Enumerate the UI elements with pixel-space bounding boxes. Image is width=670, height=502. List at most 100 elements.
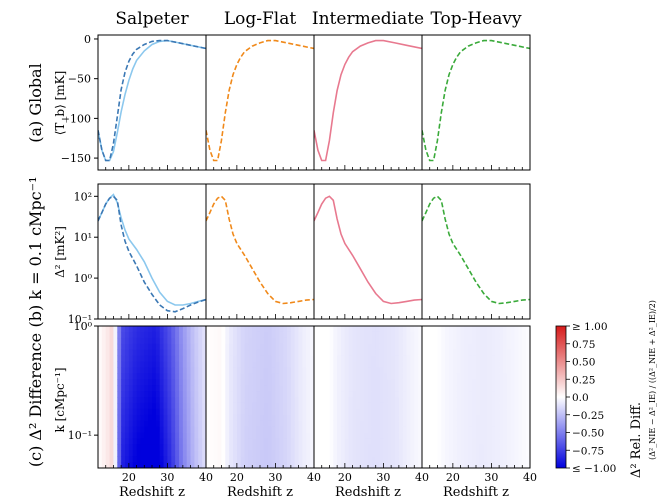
heatmap-cell — [317, 456, 323, 463]
heatmap-cell — [398, 385, 404, 392]
heatmap-cell — [449, 408, 454, 416]
heatmap-cell — [225, 408, 230, 416]
heatmap-cell — [225, 414, 230, 422]
heatmap-cell — [209, 349, 215, 356]
heatmap-cell — [171, 432, 176, 439]
heatmap-cell — [217, 432, 222, 439]
heatmap-cell — [487, 444, 492, 451]
heatmap-cell — [121, 361, 126, 368]
heatmap-cell — [155, 331, 161, 339]
heatmap-cell — [449, 385, 454, 392]
heatmap-cell — [148, 402, 153, 410]
heatmap-cell — [244, 408, 249, 416]
heatmap-cell — [371, 337, 377, 345]
heatmap-cell — [209, 355, 215, 362]
heatmap-cell — [314, 385, 319, 392]
heatmap-cell — [213, 397, 218, 404]
series-line-top-heavy-a — [422, 39, 530, 162]
heatmap-cell — [233, 391, 238, 398]
heatmap-cell — [491, 385, 496, 392]
heatmap-cell — [283, 343, 288, 351]
heatmap-cell — [217, 456, 222, 463]
heatmap-cell — [294, 450, 299, 457]
heatmap-cell — [136, 402, 141, 410]
heatmap-cell — [163, 385, 168, 392]
heatmap-cell — [344, 331, 350, 339]
heatmap-cell — [522, 337, 527, 345]
heatmap-cell — [128, 397, 134, 404]
heatmap-cell — [275, 450, 280, 457]
heatmap-cell — [159, 450, 164, 457]
heatmap-cell — [171, 385, 176, 392]
heatmap-cell — [290, 361, 296, 368]
heatmap-cell — [101, 414, 107, 422]
heatmap-cell — [298, 438, 303, 445]
heatmap-cell — [105, 373, 110, 380]
heatmap-cell — [518, 456, 523, 463]
heatmap-cell — [398, 408, 404, 416]
heatmap-cell — [352, 462, 357, 469]
heatmap-cell — [155, 444, 161, 451]
heatmap-cell — [418, 337, 423, 345]
heatmap-cell — [298, 343, 303, 351]
heatmap-cell — [371, 391, 377, 398]
heatmap-cell — [398, 367, 404, 374]
heatmap-cell — [310, 420, 315, 427]
heatmap-cell — [148, 426, 153, 433]
heatmap-cell — [506, 444, 512, 451]
heatmap-cell — [476, 438, 481, 445]
heatmap-cell — [483, 367, 488, 374]
heatmap-cell — [429, 408, 434, 416]
heatmap-cell — [510, 379, 515, 386]
heatmap-cell — [483, 438, 488, 445]
heatmap-cell — [422, 420, 427, 427]
heatmap-cell — [298, 444, 303, 451]
heatmap-cell — [310, 326, 315, 333]
heatmap-cell — [132, 438, 137, 445]
heatmap-cell — [360, 420, 365, 427]
heatmap-cell — [182, 444, 188, 451]
heatmap-cell — [383, 414, 388, 422]
heatmap-cell — [383, 438, 388, 445]
heatmap-cell — [522, 414, 527, 422]
heatmap-cell — [317, 444, 323, 451]
colorbar-tick-label: 0.50 — [572, 357, 595, 369]
heatmap-cell — [287, 397, 292, 404]
heatmap-cell — [179, 432, 184, 439]
heatmap-cell — [522, 444, 527, 451]
heatmap-cell — [113, 349, 118, 356]
heatmap-cell — [179, 397, 184, 404]
heatmap-cell — [341, 397, 346, 404]
heatmap-cell — [98, 426, 103, 433]
heatmap-cell — [117, 420, 122, 427]
heatmap-cell — [503, 402, 508, 410]
heatmap-cell — [267, 438, 272, 445]
heatmap-cell — [429, 432, 434, 439]
heatmap-cell — [279, 444, 284, 451]
heatmap-cell — [132, 385, 137, 392]
heatmap-cell — [387, 385, 392, 392]
heatmap-cell — [229, 444, 234, 451]
heatmap-cell — [333, 349, 338, 356]
heatmap-cell — [217, 355, 222, 362]
heatmap-cell — [152, 385, 157, 392]
heatmap-cell — [503, 373, 508, 380]
heatmap-cell — [260, 450, 265, 457]
heatmap-cell — [240, 349, 245, 356]
heatmap-cell — [260, 385, 265, 392]
heatmap-cell — [522, 367, 527, 374]
heatmap-cell — [109, 349, 114, 356]
heatmap-cell — [476, 450, 481, 457]
heatmap-cell — [260, 456, 265, 463]
heatmap-cell — [383, 379, 388, 386]
heatmap-cell — [310, 373, 315, 380]
heatmap-cell — [113, 420, 118, 427]
heatmap-cell — [433, 397, 438, 404]
heatmap-cell — [109, 444, 114, 451]
heatmap-cell — [198, 355, 203, 362]
heatmap-cell — [333, 402, 338, 410]
heatmap-cell — [267, 379, 272, 386]
heatmap-cell — [233, 408, 238, 416]
heatmap-cell — [310, 450, 315, 457]
heatmap-cell — [182, 414, 188, 422]
